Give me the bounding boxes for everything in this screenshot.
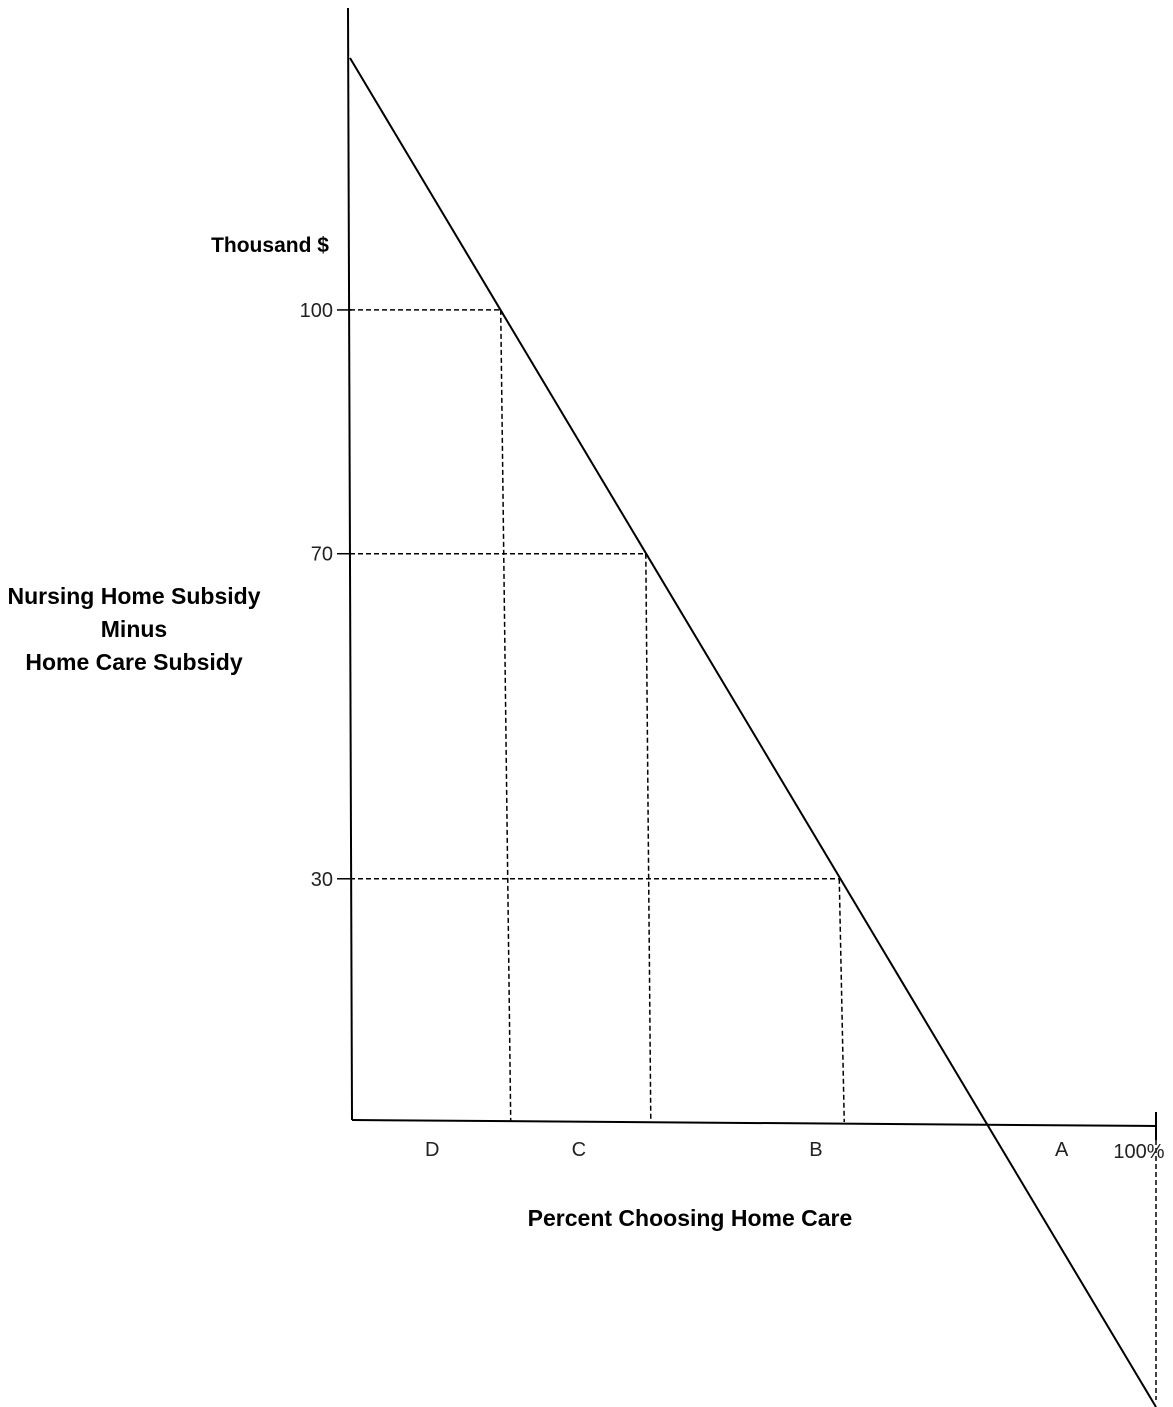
y-axis-title: Nursing Home Subsidy Minus Home Care Sub… bbox=[7, 583, 260, 675]
region-label-d: D bbox=[425, 1139, 439, 1161]
guide-vertical-70 bbox=[645, 553, 652, 1123]
x-axis bbox=[351, 1119, 1157, 1127]
x-end-label: 100% bbox=[1113, 1141, 1164, 1163]
guide-lines bbox=[350, 309, 1157, 1400]
y-axis-title-line-1: Nursing Home Subsidy bbox=[7, 583, 260, 609]
region-label-a: A bbox=[1055, 1139, 1069, 1161]
guide-vertical-100 bbox=[499, 309, 512, 1123]
region-label-c: C bbox=[572, 1139, 586, 1161]
y-axis-title-line-3: Home Care Subsidy bbox=[25, 649, 242, 675]
x-axis-title: Percent Choosing Home Care bbox=[528, 1205, 853, 1231]
axes bbox=[347, 7, 1157, 1140]
y-axis-title-line-2: Minus bbox=[101, 616, 167, 642]
y-tick-label-100: 100 bbox=[300, 300, 333, 322]
y-tick-label-70: 70 bbox=[311, 544, 333, 566]
y-ticks: 100 70 30 bbox=[300, 300, 352, 891]
y-axis bbox=[347, 7, 353, 1121]
region-label-b: B bbox=[809, 1139, 822, 1161]
guide-vertical-30 bbox=[838, 878, 845, 1123]
y-unit-label: Thousand $ bbox=[211, 234, 329, 257]
demand-curve bbox=[349, 57, 1157, 1407]
y-tick-label-30: 30 bbox=[311, 869, 333, 891]
demand-line bbox=[349, 57, 1157, 1407]
